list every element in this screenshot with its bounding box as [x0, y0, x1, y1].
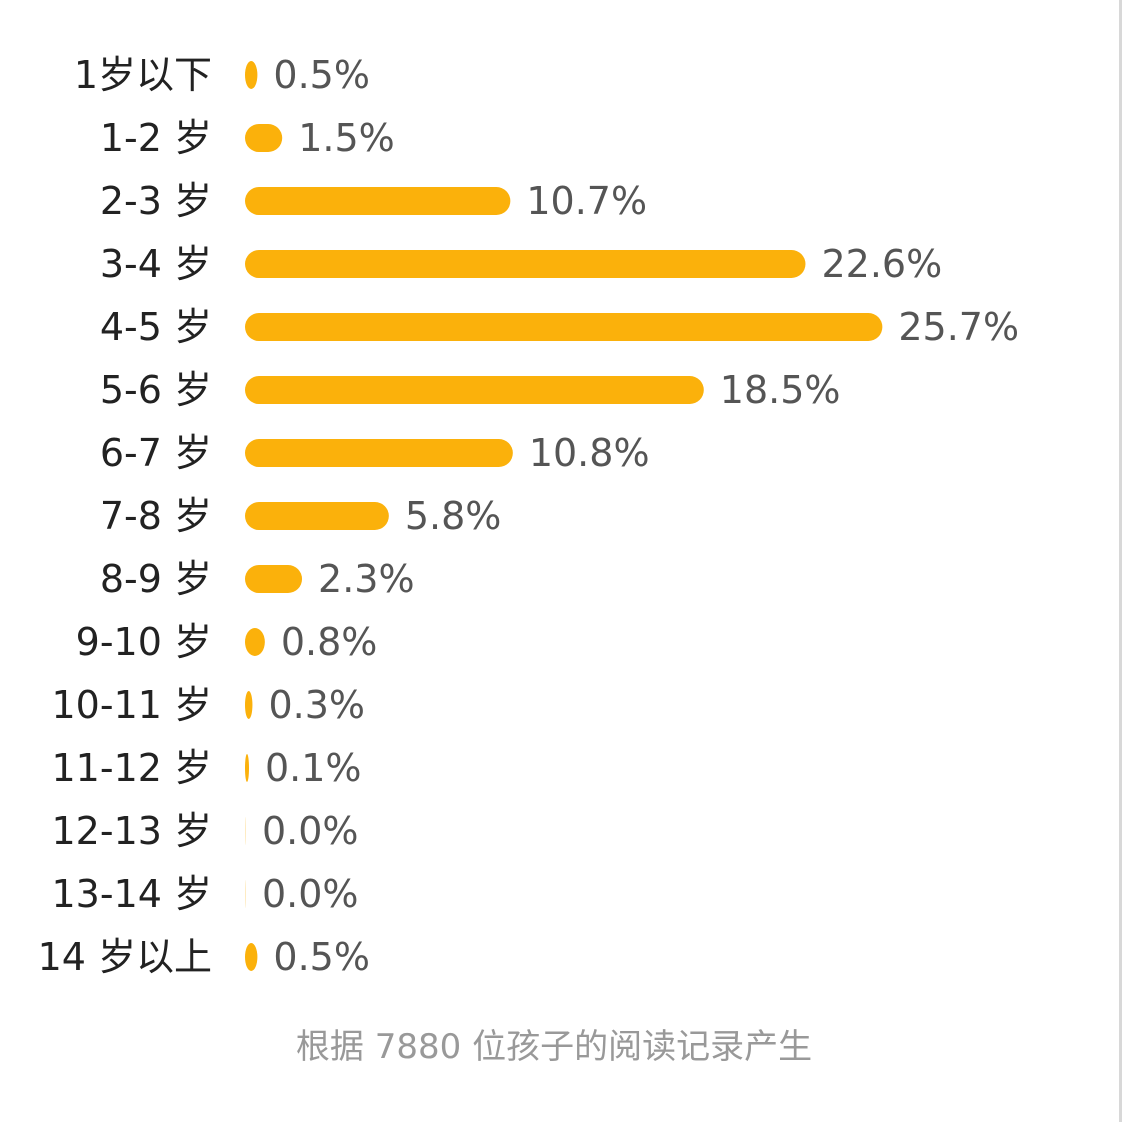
- value-label: 25.7%: [898, 305, 1019, 349]
- value-label: 10.8%: [529, 431, 650, 475]
- category-label: 13-14 岁: [52, 872, 213, 916]
- bar: [245, 502, 389, 530]
- value-label: 0.3%: [268, 683, 365, 727]
- category-labels: 1岁以下 1-2 岁 2-3 岁 3-4 岁 4-5 岁 5-6 岁 6-7 岁 7-8 岁 8…: [38, 53, 212, 979]
- bar: [245, 565, 303, 593]
- bar: [245, 439, 513, 467]
- category-label: 5-6 岁: [100, 368, 212, 412]
- value-label: 10.7%: [526, 179, 647, 223]
- value-label: 18.5%: [720, 368, 841, 412]
- bar: [245, 376, 704, 404]
- value-label: 0.0%: [262, 809, 359, 853]
- category-label: 9-10 岁: [76, 620, 212, 664]
- category-label: 12-13 岁: [52, 809, 213, 853]
- bar: [245, 943, 258, 971]
- value-label: 5.8%: [405, 494, 502, 538]
- category-label: 14 岁以上: [38, 935, 212, 979]
- value-label: 0.5%: [273, 935, 370, 979]
- category-label: 2-3 岁: [100, 179, 212, 223]
- value-label: 22.6%: [821, 242, 942, 286]
- category-label: 3-4 岁: [100, 242, 212, 286]
- bar: [245, 880, 246, 908]
- category-label: 7-8 岁: [100, 494, 212, 538]
- value-labels: 0.5% 1.5% 10.7% 22.6% 25.7% 18.5% 10.8% 5.8% 2.3…: [262, 53, 1019, 979]
- value-label: 0.5%: [273, 53, 370, 97]
- category-label: 11-12 岁: [52, 746, 213, 790]
- value-label: 1.5%: [298, 116, 395, 160]
- bar: [245, 754, 249, 782]
- bar: [245, 250, 806, 278]
- age-distribution-bar-chart: 1岁以下 1-2 岁 2-3 岁 3-4 岁 4-5 岁 5-6 岁 6-7 岁 7-8 岁 8…: [38, 53, 1020, 979]
- category-label: 4-5 岁: [100, 305, 212, 349]
- bar: [245, 313, 883, 341]
- value-label: 0.0%: [262, 872, 359, 916]
- bar: [245, 61, 258, 89]
- bar: [245, 124, 283, 152]
- bar: [245, 691, 253, 719]
- category-label: 6-7 岁: [100, 431, 212, 475]
- value-label: 2.3%: [318, 557, 415, 601]
- bar: [245, 817, 246, 845]
- chart-footnote: 根据 7880 位孩子的阅读记录产生: [295, 1027, 813, 1067]
- category-label: 8-9 岁: [100, 557, 212, 601]
- value-label: 0.1%: [265, 746, 362, 790]
- bars: [245, 61, 883, 971]
- category-label: 1-2 岁: [100, 116, 212, 160]
- category-label: 1岁以下: [74, 53, 212, 97]
- bar: [245, 628, 265, 656]
- value-label: 0.8%: [281, 620, 378, 664]
- category-label: 10-11 岁: [52, 683, 213, 727]
- bar: [245, 187, 511, 215]
- right-edge-divider: [1119, 0, 1122, 1122]
